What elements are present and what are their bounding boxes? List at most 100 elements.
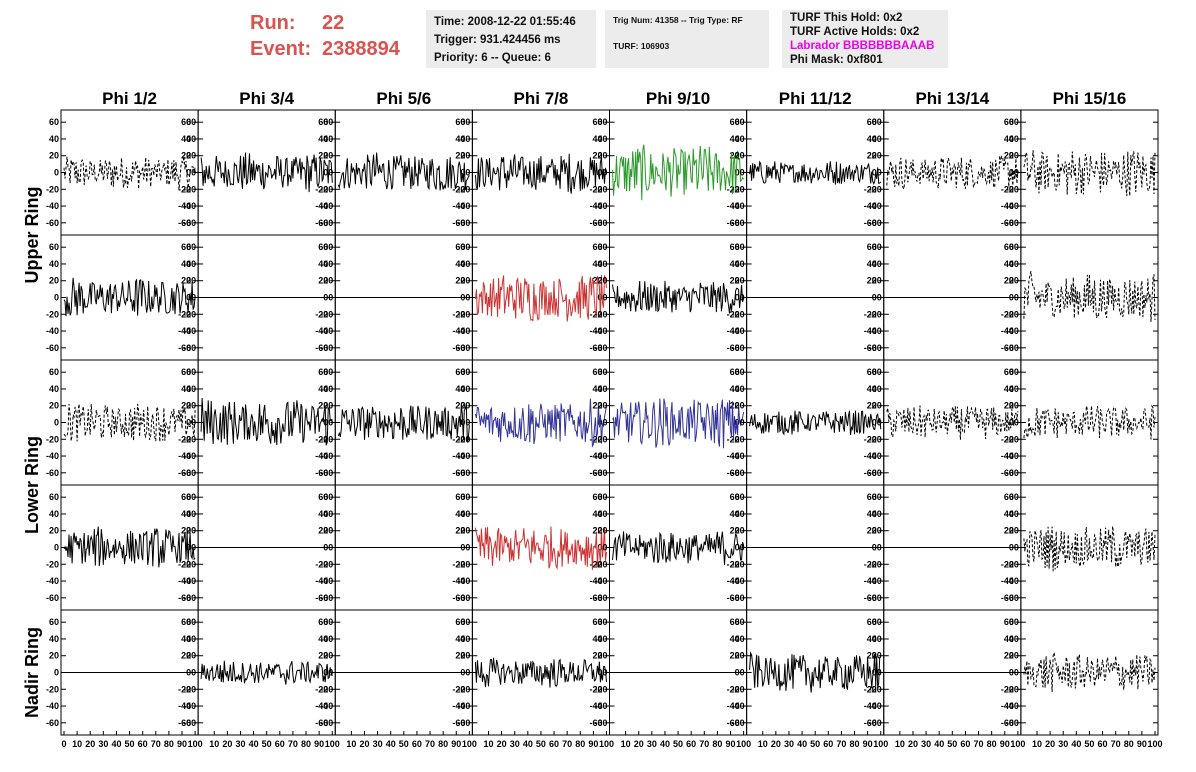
y-tick-label: 60 — [186, 617, 196, 627]
y-tick-label-right: 60 — [1004, 617, 1014, 627]
x-tick-label: 10 — [1032, 739, 1042, 749]
y-tick-label-right: 60 — [455, 117, 465, 127]
y-tick-label: -60 — [732, 468, 745, 478]
y-tick-label: -60 — [457, 218, 470, 228]
y-tick-label: 20 — [872, 276, 882, 286]
y-tick-label: 60 — [460, 367, 470, 377]
column-header: Phi 3/4 — [239, 89, 294, 108]
waveform-trace — [63, 156, 196, 190]
y-tick-label: -40 — [1006, 451, 1019, 461]
y-tick-label-right: -40 — [589, 576, 602, 586]
y-tick-label: 60 — [186, 367, 196, 377]
y-tick-label-right: -60 — [589, 343, 602, 353]
y-tick-label: 0 — [740, 668, 745, 678]
y-tick-label: -60 — [869, 218, 882, 228]
y-tick-label-right: 20 — [592, 526, 602, 536]
y-tick-label: -40 — [732, 701, 745, 711]
time-info-box: Time: 2008-12-22 01:55:46 Trigger: 931.4… — [426, 10, 596, 68]
x-tick-label: 90 — [314, 739, 324, 749]
y-tick-label-right: -40 — [178, 701, 191, 711]
y-tick-label-right: 20 — [592, 401, 602, 411]
y-tick-label-right: 40 — [318, 509, 328, 519]
y-tick-label: 40 — [460, 134, 470, 144]
y-tick-label: -40 — [46, 701, 59, 711]
column-header: Phi 15/16 — [1053, 89, 1127, 108]
y-tick-label-right: -20 — [178, 684, 191, 694]
y-tick-label-right: 0 — [323, 168, 328, 178]
x-tick-label: 20 — [222, 739, 232, 749]
y-tick-label-right: 20 — [1004, 151, 1014, 161]
y-tick-label: -60 — [46, 343, 59, 353]
x-tick-label: 20 — [908, 739, 918, 749]
y-tick-label-right: 40 — [730, 384, 740, 394]
y-tick-label: -60 — [1006, 343, 1019, 353]
y-tick-label-right: 60 — [181, 242, 191, 252]
x-tick-label: 40 — [523, 739, 533, 749]
y-tick-label: 0 — [877, 668, 882, 678]
y-tick-label: -60 — [183, 593, 196, 603]
y-tick-label-right: -20 — [1001, 559, 1014, 569]
y-tick-label-right: 40 — [181, 634, 191, 644]
y-tick-label: -40 — [46, 576, 59, 586]
y-tick-label: 60 — [735, 492, 745, 502]
y-tick-label-right: 60 — [867, 492, 877, 502]
y-tick-label-right: -20 — [864, 434, 877, 444]
y-tick-label: -40 — [594, 326, 607, 336]
y-tick-label: -40 — [1006, 701, 1019, 711]
y-tick-label: -20 — [869, 559, 882, 569]
y-tick-label: -40 — [183, 701, 196, 711]
y-tick-label: 20 — [872, 526, 882, 536]
x-tick-label: 40 — [111, 739, 121, 749]
y-tick-label-right: 40 — [318, 259, 328, 269]
y-tick-label-right: -60 — [178, 218, 191, 228]
y-tick-label: 0 — [328, 293, 333, 303]
x-tick-label: 90 — [863, 739, 873, 749]
y-tick-label-right: -40 — [727, 326, 740, 336]
x-tick-label: 10 — [758, 739, 768, 749]
y-tick-label: 20 — [872, 151, 882, 161]
y-tick-label: 60 — [460, 242, 470, 252]
y-tick-label-right: -20 — [589, 559, 602, 569]
y-tick-label-right: 0 — [872, 418, 877, 428]
waveform-trace — [612, 280, 745, 314]
y-tick-label-right: 0 — [1009, 168, 1014, 178]
waveform-trace — [63, 526, 196, 568]
y-tick-label-right: -40 — [589, 326, 602, 336]
y-tick-label: -40 — [457, 201, 470, 211]
y-tick-label-right: -20 — [178, 559, 191, 569]
y-tick-label: -40 — [1006, 576, 1019, 586]
y-tick-label: 40 — [323, 259, 333, 269]
y-tick-label: -40 — [732, 201, 745, 211]
y-tick-label: -60 — [46, 593, 59, 603]
y-tick-label: 0 — [740, 418, 745, 428]
y-tick-label: -40 — [869, 451, 882, 461]
y-tick-label-right: -40 — [727, 576, 740, 586]
y-tick-label: 0 — [1014, 543, 1019, 553]
y-tick-label: 20 — [323, 651, 333, 661]
x-tick-label: 20 — [634, 739, 644, 749]
y-tick-label: -60 — [320, 343, 333, 353]
x-tick-label: 40 — [660, 739, 670, 749]
y-tick-label: 40 — [460, 259, 470, 269]
y-tick-label-right: 20 — [867, 401, 877, 411]
y-tick-label-right: -20 — [1001, 684, 1014, 694]
y-tick-label: -40 — [869, 576, 882, 586]
y-tick-label: 20 — [49, 276, 59, 286]
trig-info-box: Trig Num: 41358 -- Trig Type: RF TURF: 1… — [605, 10, 769, 68]
y-tick-label: 20 — [597, 526, 607, 536]
x-tick-label: 90 — [177, 739, 187, 749]
trig-num-text: Trig Num: 41358 -- Trig Type: RF — [613, 15, 743, 25]
y-tick-label: 40 — [1009, 634, 1019, 644]
y-tick-label-right: 40 — [1004, 134, 1014, 144]
y-tick-label-right: 40 — [455, 134, 465, 144]
y-tick-label: 0 — [877, 293, 882, 303]
y-tick-label: 40 — [323, 634, 333, 644]
y-tick-label-right: -40 — [727, 701, 740, 711]
x-tick-label: 60 — [549, 739, 559, 749]
y-tick-label: 40 — [735, 634, 745, 644]
y-tick-label: -20 — [732, 434, 745, 444]
y-tick-label: 60 — [735, 117, 745, 127]
y-tick-label: -20 — [1006, 434, 1019, 444]
y-tick-label: -20 — [1006, 559, 1019, 569]
y-tick-label: -20 — [183, 434, 196, 444]
